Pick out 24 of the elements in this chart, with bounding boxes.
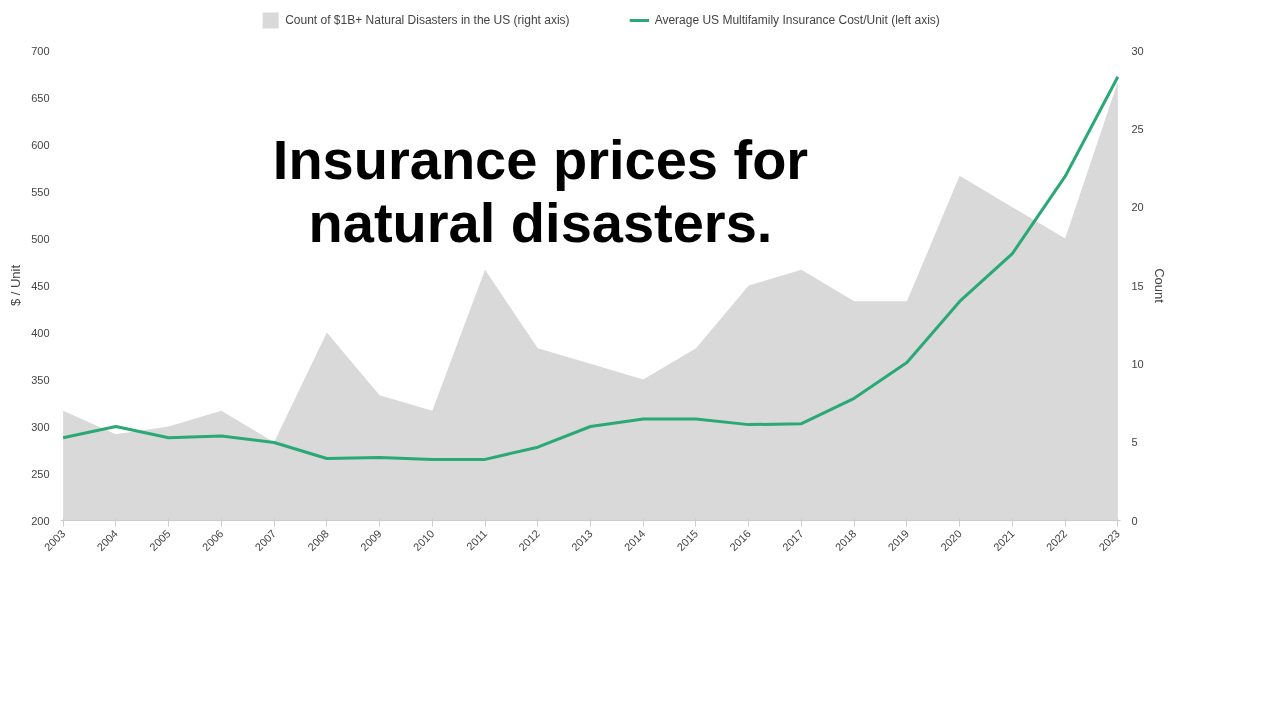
y-tick-label: 200 — [31, 514, 50, 527]
y2-tick-label: 0 — [1131, 514, 1138, 527]
legend-label: Average US Multifamily Insurance Cost/Unit (left axis) — [654, 13, 940, 27]
legend-label: Count of $1B+ Natural Disasters in the US (right axis) — [285, 13, 570, 27]
y-tick-label: 550 — [31, 185, 50, 198]
y2-axis-title: Count — [1151, 268, 1167, 304]
y-tick-label: 600 — [31, 138, 50, 151]
y-tick-label: 250 — [31, 467, 50, 480]
y2-tick-label: 10 — [1131, 357, 1144, 370]
y2-tick-label: 15 — [1131, 279, 1144, 292]
annotation: Insurance prices for natural disasters. — [272, 127, 809, 254]
y-tick-label: 300 — [31, 420, 50, 433]
y-tick-label: 450 — [31, 279, 50, 292]
y-tick-label: 500 — [31, 232, 50, 245]
y-tick-label: 350 — [31, 373, 50, 386]
y-tick-label: 700 — [31, 44, 50, 57]
line-series — [61, 75, 1120, 461]
y-tick-label: 400 — [31, 326, 50, 339]
y2-tick-label: 20 — [1131, 201, 1144, 214]
y2-tick-label: 25 — [1131, 122, 1144, 135]
y-axis-title: $ / Unit — [8, 264, 24, 307]
y-tick-label: 650 — [31, 91, 50, 104]
y2-tick-label: 30 — [1131, 44, 1144, 57]
y2-tick-label: 5 — [1131, 436, 1138, 449]
